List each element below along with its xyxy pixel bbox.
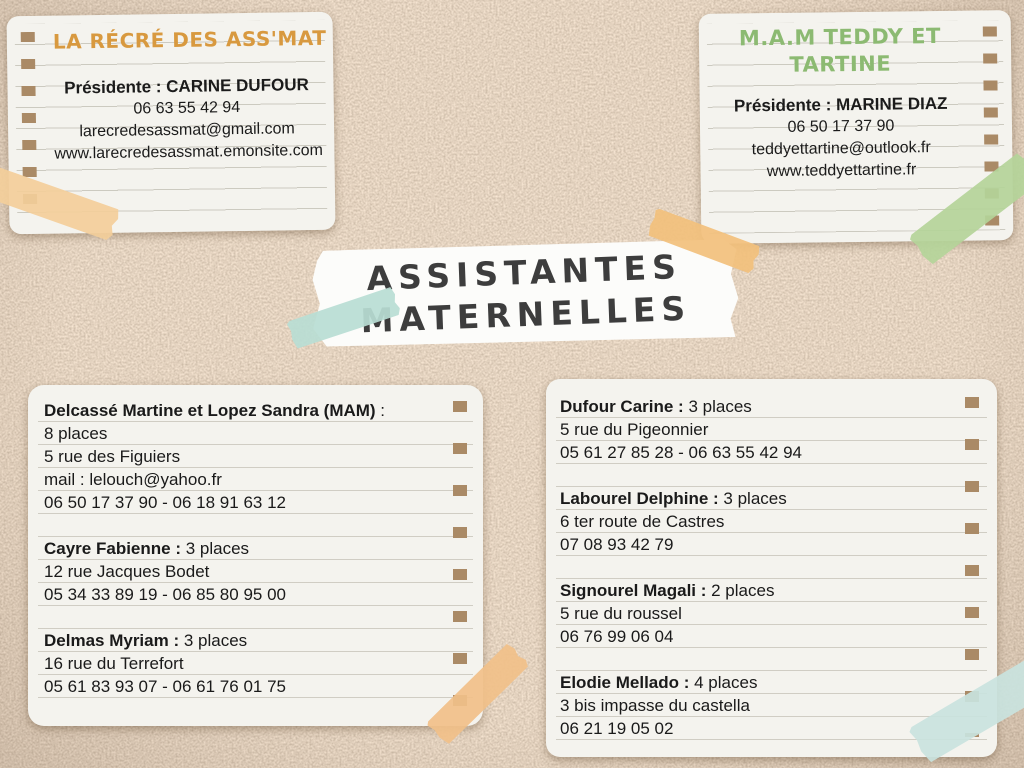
childminder-entry: Labourel Delphine : 3 places 6 ter route… bbox=[560, 487, 933, 556]
childminder-header: Dufour Carine : 3 places bbox=[560, 395, 933, 418]
website-line: www.larecredesassmat.emonsite.com bbox=[54, 141, 324, 163]
entry-detail-line: 5 rue du roussel bbox=[560, 604, 682, 623]
childminder-name: Delmas Myriam : bbox=[44, 631, 180, 650]
entry-detail-line: 06 76 99 06 04 bbox=[560, 627, 674, 646]
childminder-places: : bbox=[375, 401, 386, 420]
entry-detail-line: 06 50 17 37 90 - 06 18 91 63 12 bbox=[44, 493, 286, 512]
childminder-header: Delcassé Martine et Lopez Sandra (MAM) : bbox=[44, 399, 413, 422]
email-line: teddyettartine@outlook.fr bbox=[751, 139, 931, 159]
childminder-entry: Dufour Carine : 3 places 5 rue du Pigeon… bbox=[560, 395, 933, 464]
entry-detail-line: 8 places bbox=[44, 424, 108, 443]
entry-detail-line: 6 ter route de Castres bbox=[560, 512, 725, 531]
spiral-holes bbox=[965, 397, 979, 737]
childminder-places: 2 places bbox=[706, 581, 775, 600]
childminder-places: 3 places bbox=[683, 397, 752, 416]
spiral-holes bbox=[453, 401, 467, 706]
entry-detail-line: 3 bis impasse du castella bbox=[560, 696, 750, 715]
phone-line: 06 50 17 37 90 bbox=[787, 117, 895, 136]
childminder-entry: Signourel Magali : 2 places 5 rue du rou… bbox=[560, 579, 933, 648]
entry-detail-line: mail : lelouch@yahoo.fr bbox=[44, 470, 222, 489]
childminder-name: Dufour Carine : bbox=[560, 397, 684, 416]
childminder-header: Labourel Delphine : 3 places bbox=[560, 487, 933, 510]
childminder-entry: Elodie Mellado : 4 places 3 bis impasse … bbox=[560, 671, 933, 740]
entry-detail-line: 05 61 83 93 07 - 06 61 76 01 75 bbox=[44, 677, 286, 696]
entry-detail-line: 5 rue du Pigeonnier bbox=[560, 420, 709, 439]
entry-detail-line: 06 21 19 05 02 bbox=[560, 719, 674, 738]
entry-detail-line: 5 rue des Figuiers bbox=[44, 447, 181, 466]
president-line: Présidente : MARINE DIAZ bbox=[733, 93, 948, 116]
entry-detail-line: 12 rue Jacques Bodet bbox=[44, 562, 210, 581]
childminder-places: 3 places bbox=[179, 631, 248, 650]
childminder-name: Signourel Magali : bbox=[560, 581, 707, 600]
entry-detail-line: 05 61 27 85 28 - 06 63 55 42 94 bbox=[560, 443, 802, 462]
association-title: M.A.M TEDDY ET TARTINE bbox=[738, 23, 941, 77]
childminder-places: 3 places bbox=[181, 539, 250, 558]
note-childminders-left: Delcassé Martine et Lopez Sandra (MAM) :… bbox=[28, 385, 483, 726]
entry-detail-line: 16 rue du Terrefort bbox=[44, 654, 184, 673]
childminder-header: Elodie Mellado : 4 places bbox=[560, 671, 933, 694]
childminder-entry: Delmas Myriam : 3 places 16 rue du Terre… bbox=[44, 629, 413, 698]
childminder-places: 4 places bbox=[689, 673, 758, 692]
childminder-entry: Cayre Fabienne : 3 places 12 rue Jacques… bbox=[44, 537, 413, 606]
note-childminders-right: Dufour Carine : 3 places 5 rue du Pigeon… bbox=[546, 379, 997, 757]
childminder-name: Elodie Mellado : bbox=[560, 673, 690, 692]
childminder-header: Cayre Fabienne : 3 places bbox=[44, 537, 413, 560]
entry-detail-line: 05 34 33 89 19 - 06 85 80 95 00 bbox=[44, 585, 286, 604]
website-line: www.teddyettartine.fr bbox=[766, 161, 917, 181]
childminder-name: Labourel Delphine : bbox=[560, 489, 719, 508]
childminder-entry: Delcassé Martine et Lopez Sandra (MAM) :… bbox=[44, 399, 413, 514]
association-title: LA RÉCRÉ DES ASS'MAT bbox=[52, 25, 327, 54]
childminder-name: Cayre Fabienne : bbox=[44, 539, 181, 558]
entry-detail-line: 07 08 93 42 79 bbox=[560, 535, 674, 554]
childminder-name: Delcassé Martine et Lopez Sandra (MAM) bbox=[44, 401, 376, 420]
president-line: Présidente : CARINE DUFOUR bbox=[64, 75, 309, 98]
childminder-header: Delmas Myriam : 3 places bbox=[44, 629, 413, 652]
childminder-places: 3 places bbox=[718, 489, 787, 508]
childminder-header: Signourel Magali : 2 places bbox=[560, 579, 933, 602]
